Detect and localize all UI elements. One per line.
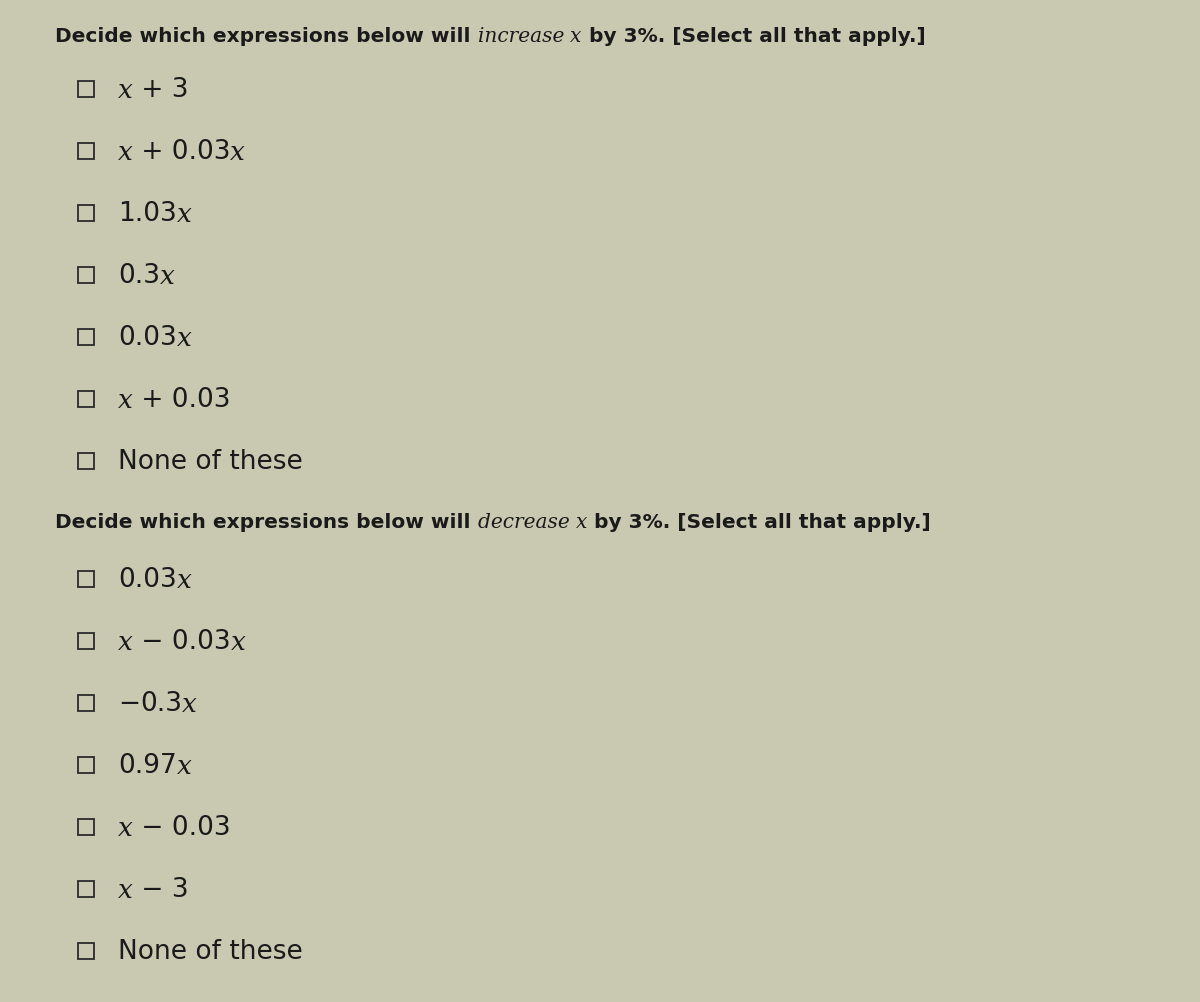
Bar xyxy=(78,571,94,587)
Text: x: x xyxy=(118,877,133,902)
Bar xyxy=(78,633,94,649)
Text: Decide which expressions below will: Decide which expressions below will xyxy=(55,512,478,531)
Text: + 0.03: + 0.03 xyxy=(133,139,230,165)
Bar xyxy=(78,695,94,711)
Text: 0.3: 0.3 xyxy=(118,263,160,289)
Text: x: x xyxy=(118,139,133,164)
Text: decrease: decrease xyxy=(478,512,576,531)
Text: x: x xyxy=(576,512,587,531)
Text: None of these: None of these xyxy=(118,938,302,964)
Text: x: x xyxy=(230,629,245,654)
Text: by 3%. [Select all that apply.]: by 3%. [Select all that apply.] xyxy=(587,512,931,531)
Bar xyxy=(78,943,94,959)
Text: − 0.03: − 0.03 xyxy=(133,628,230,654)
Text: by 3%. [Select all that apply.]: by 3%. [Select all that apply.] xyxy=(582,27,925,46)
Text: − 0.03: − 0.03 xyxy=(133,815,230,840)
Text: None of these: None of these xyxy=(118,449,302,475)
Bar xyxy=(78,82,94,98)
Bar xyxy=(78,454,94,470)
Text: x: x xyxy=(118,629,133,654)
Text: 0.03: 0.03 xyxy=(118,566,176,592)
Text: x: x xyxy=(570,27,582,46)
Bar xyxy=(78,820,94,835)
Bar xyxy=(78,758,94,774)
Text: x: x xyxy=(118,77,133,102)
Text: + 3: + 3 xyxy=(133,77,188,103)
Bar xyxy=(78,268,94,284)
Text: x: x xyxy=(160,264,175,289)
Text: x: x xyxy=(176,326,192,350)
Text: −: − xyxy=(118,690,140,716)
Text: x: x xyxy=(118,815,133,840)
Text: x: x xyxy=(182,690,197,715)
Text: + 0.03: + 0.03 xyxy=(133,387,230,413)
Text: 0.03: 0.03 xyxy=(118,325,176,351)
Text: 1.03: 1.03 xyxy=(118,200,176,226)
Text: 0.97: 0.97 xyxy=(118,753,176,779)
Text: x: x xyxy=(176,201,192,226)
Text: Decide which expressions below will: Decide which expressions below will xyxy=(55,27,478,46)
Bar xyxy=(78,881,94,897)
Bar xyxy=(78,330,94,346)
Text: increase: increase xyxy=(478,27,570,46)
Bar xyxy=(78,144,94,160)
Bar xyxy=(78,392,94,408)
Text: 0.3: 0.3 xyxy=(140,690,182,716)
Text: − 3: − 3 xyxy=(133,876,188,902)
Text: x: x xyxy=(176,753,192,778)
Text: x: x xyxy=(118,387,133,412)
Text: x: x xyxy=(230,139,245,164)
Bar xyxy=(78,205,94,221)
Text: x: x xyxy=(176,567,192,592)
